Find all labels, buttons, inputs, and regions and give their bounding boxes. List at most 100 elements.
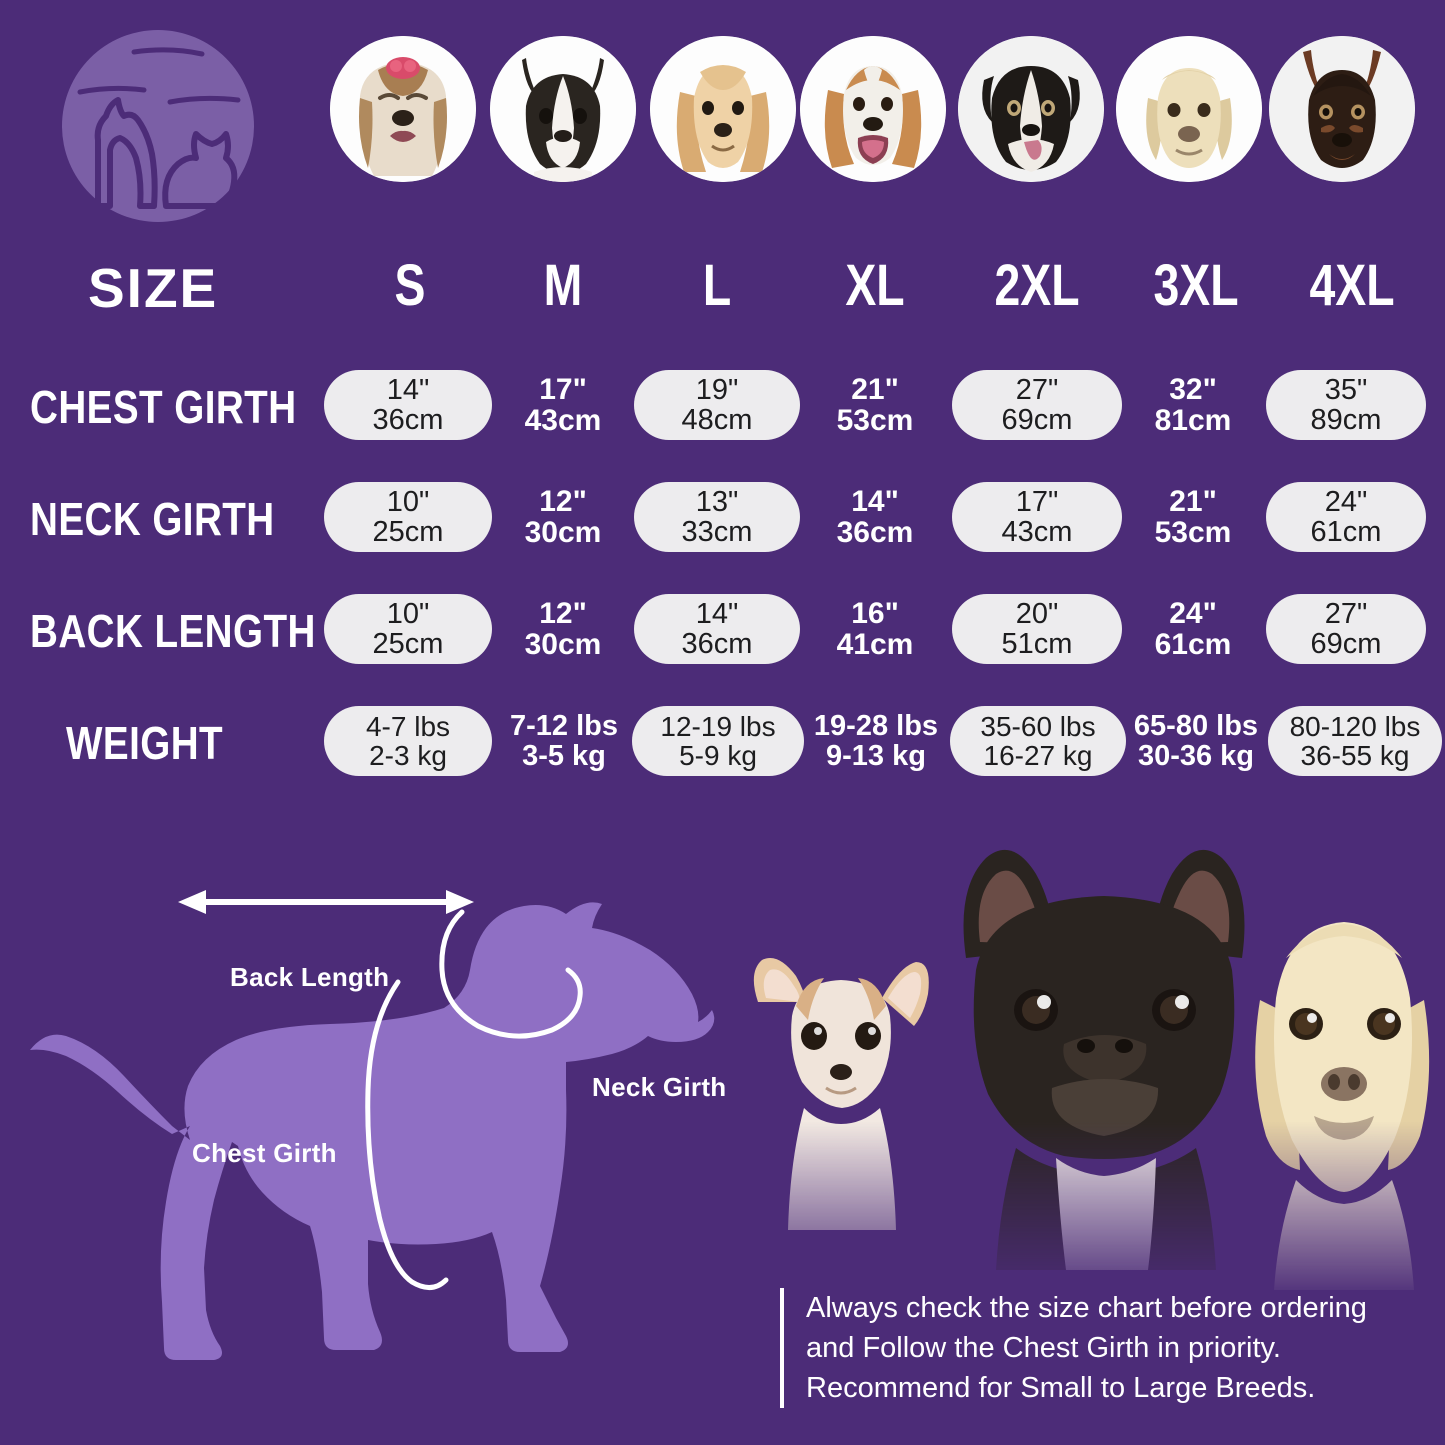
cell-metric: 25cm — [372, 628, 444, 660]
cell-weight-m: 7-12 lbs 3-5 kg — [498, 706, 630, 776]
cell-neck-girth-l: 13" 33cm — [634, 482, 800, 552]
cell-imperial: 27" — [1324, 597, 1368, 630]
cell-metric: 36-55 kg — [1300, 740, 1410, 771]
cell-metric: 81cm — [1154, 404, 1232, 437]
cell-metric: 43cm — [1001, 516, 1073, 548]
cell-imperial: 4-7 lbs — [365, 710, 451, 742]
cell-imperial: 32" — [1169, 372, 1217, 406]
cell-chest-girth-4xl: 35" 89cm — [1266, 370, 1426, 440]
cell-imperial: 80-120 lbs — [1289, 710, 1421, 742]
column-header-4xl: 4XL — [1309, 253, 1395, 318]
cell-metric: 30cm — [524, 516, 602, 549]
cell-metric: 43cm — [524, 404, 602, 437]
cell-imperial: 20" — [1015, 597, 1059, 630]
cell-chest-girth-l: 19" 48cm — [634, 370, 800, 440]
breed-photo-beagle — [800, 36, 946, 182]
cell-metric: 30cm — [524, 628, 602, 661]
cell-imperial: 19" — [695, 373, 739, 406]
breed-photo-shih-tzu — [330, 36, 476, 182]
cell-neck-girth-2xl: 17" 43cm — [952, 482, 1122, 552]
cell-metric: 61cm — [1154, 628, 1232, 661]
cell-metric: 33cm — [681, 516, 753, 548]
row-label-weight: WEIGHT — [66, 717, 224, 769]
cell-metric: 30-36 kg — [1137, 740, 1255, 772]
cell-imperial: 13" — [695, 485, 739, 518]
row-label-back-length: BACK LENGTH — [30, 605, 316, 657]
cell-metric: 5-9 kg — [679, 740, 757, 771]
bottom-breed-photos — [700, 830, 1445, 1300]
column-header-l: L — [702, 253, 732, 318]
cell-weight-l: 12-19 lbs 5-9 kg — [632, 706, 804, 776]
cell-metric: 69cm — [1310, 628, 1382, 660]
cell-metric: 51cm — [1001, 628, 1073, 660]
cell-chest-girth-2xl: 27" 69cm — [952, 370, 1122, 440]
cell-imperial: 14" — [695, 597, 739, 630]
cell-neck-girth-xl: 14" 36cm — [812, 482, 938, 552]
size-chart-table: SIZE S M L XL 2XL 3XL 4XL CHEST GIRTH 14… — [0, 248, 1445, 808]
cell-metric: 48cm — [681, 404, 753, 436]
photo-french-bulldog — [963, 849, 1245, 1270]
note-line-1: Always check the size chart before order… — [806, 1292, 1367, 1324]
breed-photo-boston-terrier — [490, 36, 636, 182]
cell-back-length-3xl: 24" 61cm — [1130, 594, 1256, 664]
photo-labrador-retriever — [1255, 922, 1430, 1290]
cell-imperial: 16" — [851, 596, 899, 630]
diagram-label-neck-girth: Neck Girth — [592, 1072, 727, 1102]
cell-imperial: 65-80 lbs — [1133, 709, 1259, 742]
ordering-note: Always check the size chart before order… — [780, 1288, 1445, 1409]
cell-imperial: 17" — [539, 372, 587, 406]
breed-photo-border-collie — [958, 36, 1104, 182]
breed-photo-labrador-retriever — [1116, 36, 1262, 182]
diagram-label-chest-girth: Chest Girth — [192, 1138, 337, 1168]
breed-photo-cocker-spaniel — [650, 36, 796, 182]
table-corner-label: SIZE — [88, 257, 219, 319]
cell-metric: 36cm — [836, 516, 914, 549]
cell-back-length-s: 10" 25cm — [324, 594, 492, 664]
cell-back-length-xl: 16" 41cm — [812, 594, 938, 664]
cell-imperial: 17" — [1015, 485, 1059, 518]
cell-neck-girth-3xl: 21" 53cm — [1130, 482, 1256, 552]
cell-metric: 25cm — [372, 516, 444, 548]
cell-imperial: 21" — [1169, 484, 1217, 518]
cell-imperial: 27" — [1015, 373, 1059, 406]
column-header-3xl: 3XL — [1153, 253, 1239, 318]
column-header-s: S — [394, 253, 426, 318]
row-label-neck-girth: NECK GIRTH — [30, 493, 275, 545]
dog-cat-circle-logo — [62, 30, 254, 222]
photo-chihuahua — [753, 958, 929, 1230]
cell-weight-xl: 19-28 lbs 9-13 kg — [806, 706, 946, 776]
breed-photo-doberman-pinscher — [1269, 36, 1415, 182]
cell-imperial: 12" — [539, 596, 587, 630]
cell-imperial: 10" — [386, 485, 430, 518]
note-line-3: Recommend for Small to Large Breeds. — [806, 1372, 1316, 1405]
cell-neck-girth-4xl: 24" 61cm — [1266, 482, 1426, 552]
cell-metric: 3-5 kg — [522, 740, 606, 772]
cell-imperial: 12-19 lbs — [660, 710, 776, 742]
cell-back-length-m: 12" 30cm — [500, 594, 626, 664]
cell-metric: 61cm — [1310, 516, 1382, 548]
cell-imperial: 21" — [851, 372, 899, 406]
column-header-m: M — [543, 253, 583, 318]
cell-chest-girth-m: 17" 43cm — [500, 370, 626, 440]
breed-photo-row — [330, 36, 1415, 216]
cell-metric: 69cm — [1001, 404, 1073, 436]
row-label-chest-girth: CHEST GIRTH — [30, 381, 297, 433]
note-line-2: and Follow the Chest Girth in priority. — [806, 1332, 1281, 1365]
cell-metric: 53cm — [836, 404, 914, 437]
cell-neck-girth-s: 10" 25cm — [324, 482, 492, 552]
cell-weight-s: 4-7 lbs 2-3 kg — [324, 706, 492, 776]
cell-metric: 89cm — [1310, 404, 1382, 436]
cell-imperial: 14" — [386, 373, 430, 406]
cell-chest-girth-s: 14" 36cm — [324, 370, 492, 440]
cell-imperial: 14" — [851, 484, 899, 518]
cell-weight-4xl: 80-120 lbs 36-55 kg — [1268, 706, 1442, 776]
cell-metric: 2-3 kg — [369, 740, 447, 771]
cell-imperial: 24" — [1324, 485, 1368, 518]
cell-imperial: 7-12 lbs — [510, 709, 618, 742]
cell-metric: 36cm — [681, 628, 753, 660]
cell-chest-girth-3xl: 32" 81cm — [1130, 370, 1256, 440]
cell-neck-girth-m: 12" 30cm — [500, 482, 626, 552]
cell-metric: 9-13 kg — [826, 740, 926, 772]
cell-imperial: 24" — [1169, 596, 1217, 630]
cell-metric: 53cm — [1154, 516, 1232, 549]
